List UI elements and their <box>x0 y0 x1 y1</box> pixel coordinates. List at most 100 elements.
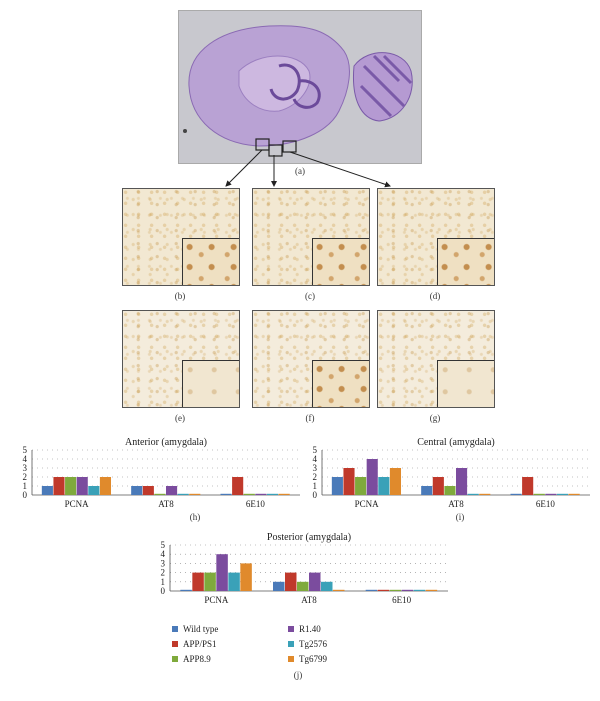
inset-e <box>182 359 239 407</box>
arrows <box>225 149 391 188</box>
y-tick-label: 3 <box>313 463 318 473</box>
bar <box>479 493 491 495</box>
bar <box>255 493 267 495</box>
legend-item: Tg2576 <box>288 639 327 649</box>
bar <box>401 589 414 591</box>
chart-title: Anterior (amygdala) <box>125 437 207 448</box>
y-tick-label: 4 <box>161 549 166 559</box>
panel-j-label: (j) <box>293 670 303 680</box>
panel-e-label: (e) <box>175 413 185 423</box>
y-tick-label: 3 <box>161 558 166 568</box>
panel-g-label: (g) <box>429 413 441 423</box>
bar <box>297 581 309 591</box>
bar <box>154 493 166 495</box>
bar <box>243 493 255 495</box>
chart-title: Central (amygdala) <box>417 437 494 448</box>
chart-title: Posterior (amygdala) <box>267 532 351 543</box>
legend-swatch <box>288 626 294 632</box>
bar <box>331 477 343 495</box>
panel-d-label: (d) <box>429 291 441 301</box>
x-tick-label: 6E10 <box>246 499 265 509</box>
bar <box>266 493 279 495</box>
legend-swatch <box>172 626 178 632</box>
bar <box>425 589 438 591</box>
bar <box>273 581 285 591</box>
bar <box>378 477 390 495</box>
bar <box>177 493 189 495</box>
x-tick-label: PCNA <box>204 595 229 605</box>
bar <box>232 477 244 495</box>
bar <box>413 589 426 591</box>
y-tick-label: 5 <box>23 445 28 455</box>
micrograph-b <box>122 188 240 286</box>
bar <box>377 589 390 591</box>
y-tick-label: 5 <box>161 540 166 550</box>
bar <box>309 572 321 591</box>
bar <box>228 572 240 591</box>
panel-b-label: (b) <box>174 291 186 301</box>
legend-label: R1.40 <box>299 624 321 634</box>
y-tick-label: 1 <box>23 481 28 491</box>
panel-h-label: (h) <box>189 512 201 522</box>
bar <box>355 477 367 495</box>
bar <box>192 572 204 591</box>
y-tick-label: 0 <box>313 490 318 500</box>
x-tick-label: AT8 <box>158 499 174 509</box>
bar <box>88 486 100 495</box>
bar <box>204 572 216 591</box>
arrow-to-b <box>225 149 263 187</box>
bar <box>278 493 290 495</box>
panel-a-label: (a) <box>295 166 305 176</box>
bar <box>343 468 355 495</box>
bar <box>533 493 545 495</box>
y-tick-label: 1 <box>313 481 318 491</box>
bar <box>99 477 112 495</box>
bar <box>216 554 228 591</box>
bar <box>180 589 192 591</box>
legend-swatch <box>172 656 178 662</box>
micrograph-g <box>377 310 495 408</box>
bar <box>142 486 154 495</box>
micrograph-c <box>252 188 370 286</box>
inset-c <box>312 237 369 285</box>
y-tick-label: 4 <box>313 454 318 464</box>
bar <box>556 493 569 495</box>
legend-label: APP8.9 <box>183 654 211 664</box>
y-tick-label: 2 <box>313 472 318 482</box>
legend-item: APP8.9 <box>172 654 211 664</box>
bar <box>333 589 345 591</box>
y-tick-label: 0 <box>161 586 166 596</box>
bar <box>41 486 53 495</box>
bar <box>285 572 297 591</box>
panel-i-label: (i) <box>455 512 465 522</box>
bar <box>568 493 580 495</box>
bar <box>421 486 433 495</box>
bar <box>166 486 178 495</box>
bar <box>545 493 557 495</box>
legend-label: Wild type <box>183 624 219 634</box>
bar <box>366 459 378 495</box>
bar <box>432 477 444 495</box>
legend-item: Wild type <box>172 624 218 634</box>
bar <box>365 589 378 591</box>
micrograph-d <box>377 188 495 286</box>
bar <box>456 468 468 495</box>
legend-swatch <box>172 641 178 647</box>
legend-label: Tg6799 <box>299 654 327 664</box>
panel-f-label: (f) <box>305 413 315 423</box>
panel-c-label: (c) <box>305 291 315 301</box>
inset-b <box>182 237 239 285</box>
y-tick-label: 3 <box>23 463 28 473</box>
y-tick-label: 0 <box>23 490 28 500</box>
x-tick-label: 6E10 <box>536 499 555 509</box>
bar <box>240 563 252 591</box>
legend-item: R1.40 <box>288 624 321 634</box>
x-tick-label: PCNA <box>355 499 380 509</box>
bar <box>131 486 143 495</box>
legend-swatch <box>288 641 294 647</box>
legend-label: Tg2576 <box>299 639 327 649</box>
legend-swatch <box>288 656 294 662</box>
bar <box>53 477 65 495</box>
y-tick-label: 4 <box>23 454 28 464</box>
